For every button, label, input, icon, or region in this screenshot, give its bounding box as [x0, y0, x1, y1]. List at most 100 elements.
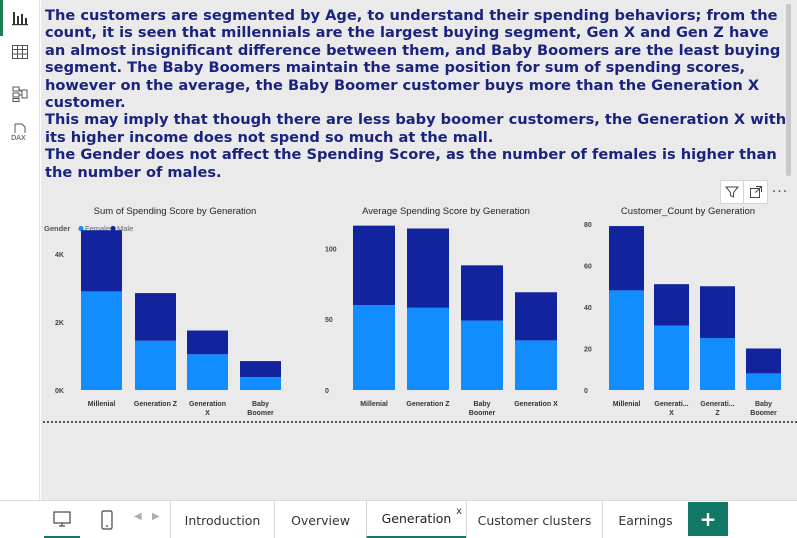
chart-3-x-tick-label: Generati... — [654, 401, 688, 408]
chart-2-y-tick-label: 50 — [325, 317, 333, 324]
chart-1-bar-male — [135, 293, 176, 341]
chart-3-y-tick-label: 60 — [584, 264, 592, 271]
close-tab-icon[interactable]: x — [456, 506, 462, 517]
tab-overview-label: Overview — [291, 512, 350, 528]
tab-generation-label: Generation — [381, 511, 452, 526]
add-page-button[interactable]: + — [688, 502, 728, 536]
chart-3-x-tick-label: X — [669, 410, 674, 417]
chart-2-bar-male — [461, 265, 503, 321]
dax-query-view-icon: DAX — [11, 123, 26, 142]
legend-male-marker — [110, 225, 116, 232]
tab-earnings-label: Earnings — [618, 512, 673, 528]
chart-3-bar-male — [746, 348, 781, 374]
tab-customer-clusters[interactable]: Customer clusters — [466, 501, 602, 538]
desktop-icon — [53, 510, 71, 527]
chart-3-title: Customer_Count by Generation — [621, 206, 755, 217]
tab-overview[interactable]: Overview — [274, 501, 366, 538]
chart-3-bar-female — [654, 325, 689, 390]
chart-3-y-tick-label: 0 — [584, 388, 588, 395]
chart-3-y-tick-label: 80 — [584, 222, 592, 229]
chart-2-bar-female — [515, 340, 557, 390]
tab-customer-clusters-label: Customer clusters — [477, 512, 592, 528]
tab-introduction-label: Introduction — [184, 512, 261, 528]
focus-mode-button[interactable] — [744, 180, 768, 204]
narrative-paragraph-1: The customers are segmented by Age, to u… — [45, 7, 781, 112]
tab-introduction[interactable]: Introduction — [170, 501, 274, 538]
narrative-paragraph-2: This may imply that though there are les… — [45, 111, 787, 146]
chevron-right-icon[interactable]: ▶ — [152, 511, 160, 522]
chart-1-bar-female — [187, 354, 228, 390]
chart-2-bar-female — [353, 305, 395, 390]
focus-mode-icon — [749, 186, 762, 198]
tab-generation[interactable]: Generation x — [366, 501, 466, 538]
legend-title: Gender — [44, 224, 70, 233]
narrative-paragraph-3: The Gender does not affect the Spending … — [45, 146, 777, 181]
legend-female-marker — [78, 225, 84, 232]
view-rail: DAX — [0, 0, 40, 538]
chart-2-bar-male — [515, 292, 557, 341]
chart-3-bar-male — [700, 286, 735, 339]
chart-2-bar-male — [407, 228, 449, 308]
dax-query-view-button[interactable]: DAX — [0, 114, 40, 150]
chart-2-y-tick-label: 0 — [325, 388, 329, 395]
page-tab-bar: ◀ ▶ Introduction Overview Generation x C… — [0, 500, 797, 538]
chart-1-y-tick-label: 4K — [55, 252, 64, 259]
charts-area: Gender Female Male Sum of Spending Score by… — [44, 206, 781, 417]
chart-3-x-tick-label: Baby — [755, 401, 772, 408]
chart-3-bar-male — [609, 226, 644, 291]
chart-1-y-tick-label: 0K — [55, 388, 64, 395]
desktop-layout-button[interactable] — [44, 501, 80, 538]
chart-1-x-tick-label: Generation — [189, 401, 226, 408]
chart-2-x-tick-label: Generation X — [514, 401, 558, 408]
chart-2-x-tick-label: Baby — [473, 401, 490, 408]
chart-3-x-tick-label: Z — [715, 410, 720, 417]
chart-1-x-tick-label: Millenial — [88, 401, 116, 408]
chart-3-x-tick-label: Generati... — [700, 401, 734, 408]
chart-2-title: Average Spending Score by Generation — [362, 206, 530, 217]
chart-2-bar-female — [407, 307, 449, 390]
chart-1-x-tick-label: Generation Z — [134, 401, 178, 408]
filter-icon — [725, 186, 739, 198]
chart-3-x-tick-label: Boomer — [750, 410, 777, 417]
chart-2-x-tick-label: Boomer — [469, 410, 496, 417]
more-options-button[interactable]: ··· — [771, 184, 789, 200]
visual-header: ··· — [720, 180, 792, 204]
chart-2-bar-female — [461, 320, 503, 390]
chart-1-bar-male — [81, 230, 122, 292]
legend-female-label: Female — [85, 224, 110, 233]
model-view-button[interactable] — [0, 76, 40, 112]
chart-1-bar-female — [81, 291, 122, 390]
model-view-icon — [12, 86, 28, 102]
chart-1-bar-female — [240, 377, 281, 390]
report-view-button[interactable] — [0, 0, 40, 36]
filter-button[interactable] — [720, 180, 744, 204]
chart-1-bar-male — [240, 361, 281, 378]
phone-icon — [101, 510, 113, 530]
chart-3-bar-female — [609, 290, 644, 390]
chart-1-x-tick-label: Boomer — [247, 410, 274, 417]
tab-earnings[interactable]: Earnings — [602, 501, 688, 538]
chart-2-bar-male — [353, 225, 395, 305]
chart-3-y-tick-label: 20 — [584, 347, 592, 354]
chart-3-bar-female — [746, 373, 781, 390]
report-canvas: The customers are segmented by Age, to u… — [41, 0, 797, 500]
chart-1-bar-male — [187, 330, 228, 355]
chart-3-bar-male — [654, 284, 689, 326]
report-view-icon — [12, 12, 28, 26]
data-view-button[interactable] — [0, 34, 40, 70]
dax-label: DAX — [11, 134, 26, 142]
narrative-text-box[interactable]: The customers are segmented by Age, to u… — [45, 7, 789, 181]
narrative-scrollbar[interactable] — [786, 4, 791, 176]
chart-1-y-tick-label: 2K — [55, 320, 64, 327]
chart-2-y-tick-label: 100 — [325, 246, 337, 253]
chart-3-bar-female — [700, 338, 735, 390]
data-view-icon — [12, 45, 28, 59]
chart-1-bar-female — [135, 340, 176, 390]
chart-1-x-tick-label: X — [205, 410, 210, 417]
chart-1-x-tick-label: Baby — [252, 401, 269, 408]
chevron-left-icon[interactable]: ◀ — [134, 511, 142, 522]
chart-3-y-tick-label: 40 — [584, 305, 592, 312]
mobile-layout-button[interactable] — [92, 501, 122, 538]
chart-2-x-tick-label: Millenial — [360, 401, 388, 408]
section-divider — [43, 421, 797, 423]
